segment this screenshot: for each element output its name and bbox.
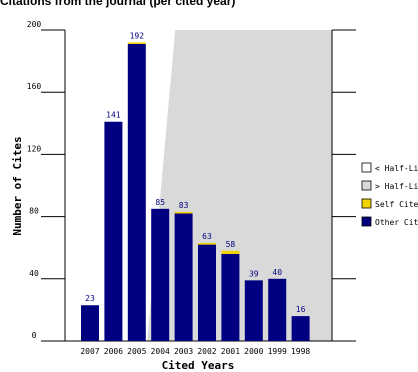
y-tick-label: 80 — [29, 207, 39, 216]
bar-other-cites-1999 — [268, 278, 287, 341]
bar-self-cites-2005 — [127, 42, 146, 44]
data-label-2004: 85 — [155, 198, 165, 207]
y-tick-label: 160 — [27, 82, 42, 91]
bar-other-cites-2003 — [174, 213, 193, 341]
data-label-1998: 16 — [296, 305, 306, 314]
bars: 23 141 192 85 83 63 58 39 40 16 — [81, 31, 310, 342]
data-label-2002: 63 — [202, 232, 212, 241]
y-ticks: 0 40 80 120 160 200 — [27, 20, 356, 342]
y-tick-label: 200 — [27, 20, 42, 29]
bar-other-cites-2001 — [221, 253, 240, 341]
data-label-2001: 58 — [226, 240, 236, 249]
data-label-2003: 83 — [179, 201, 189, 210]
legend-swatch-other-cites — [361, 216, 372, 227]
data-label-2005: 192 — [130, 31, 145, 40]
legend-label-other-cites: Other Cites — [375, 218, 418, 227]
y-tick-label: 40 — [29, 269, 39, 278]
bar-other-cites-2005 — [127, 43, 146, 342]
x-ticks: 2007 2006 2005 2004 2003 2002 2001 2000 1999 1998 — [80, 347, 310, 356]
x-tick-label-2003: 2003 — [174, 347, 193, 356]
legend: < Half-Life > Half-Life Self Cites Other… — [361, 162, 418, 227]
x-tick-label-2001: 2001 — [221, 347, 240, 356]
bar-other-cites-2006 — [104, 121, 123, 342]
y-axis-title: Number of Cites — [11, 136, 24, 235]
bar-self-cites-2001 — [221, 250, 240, 254]
legend-swatch-below-half-life — [361, 162, 372, 173]
x-axis-title: Cited Years — [162, 359, 235, 372]
legend-label-above-half-life: > Half-Life — [375, 182, 418, 191]
bar-other-cites-2004 — [151, 208, 170, 341]
y-tick-label: 0 — [32, 331, 37, 340]
page-header: Citations from the journal (per cited ye… — [0, 0, 236, 8]
data-label-1999: 40 — [272, 268, 282, 277]
bar-self-cites-2002 — [198, 243, 216, 245]
bar-other-cites-2000 — [244, 280, 263, 341]
data-label-2006: 141 — [106, 111, 121, 120]
x-tick-label-2004: 2004 — [151, 347, 170, 356]
bar-other-cites-2002 — [198, 244, 216, 341]
data-label-2007: 23 — [85, 294, 95, 303]
x-tick-label-2000: 2000 — [244, 347, 263, 356]
legend-label-self-cites: Self Cites — [375, 200, 418, 209]
x-tick-label-2007: 2007 — [80, 347, 99, 356]
legend-swatch-above-half-life — [361, 180, 372, 191]
data-label-2000: 39 — [249, 269, 259, 278]
plot-area-above-half-life — [147, 30, 332, 341]
y-tick-label: 120 — [27, 144, 42, 153]
legend-label-below-half-life: < Half-Life — [375, 164, 418, 173]
legend-swatch-self-cites — [361, 198, 372, 209]
x-tick-label-2006: 2006 — [104, 347, 123, 356]
x-tick-label-1998: 1998 — [291, 347, 310, 356]
bar-self-cites-2003 — [174, 211, 193, 214]
x-tick-label-2002: 2002 — [197, 347, 216, 356]
x-tick-label-2005: 2005 — [127, 347, 146, 356]
x-tick-label-1999: 1999 — [268, 347, 287, 356]
bar-other-cites-2007 — [81, 305, 99, 341]
bar-other-cites-1998 — [291, 316, 310, 341]
